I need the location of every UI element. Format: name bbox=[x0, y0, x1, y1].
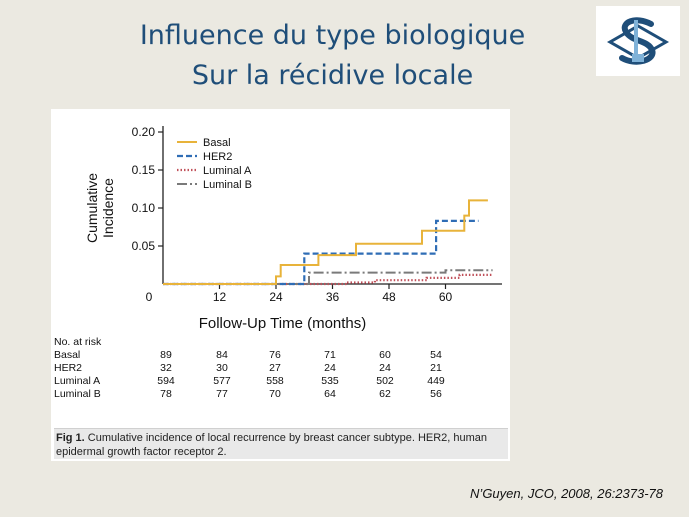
risk-cell: 89 bbox=[160, 349, 172, 361]
legend-label: Basal bbox=[203, 137, 231, 149]
x-tick-label: 0 bbox=[146, 290, 153, 304]
caption-text: Cumulative incidence of local recurrence… bbox=[56, 432, 488, 458]
risk-table: No. at risk Basal 89 84 76 71 60 54 HER2 32 30 27 2… bbox=[54, 336, 494, 401]
institution-logo bbox=[596, 6, 680, 76]
risk-row-label: Luminal B bbox=[54, 388, 101, 400]
risk-row-label: Luminal A bbox=[54, 375, 101, 387]
citation: N’Guyen, JCO, 2008, 26:2373-78 bbox=[470, 486, 663, 501]
x-tick-label: 60 bbox=[439, 290, 453, 304]
risk-cell: 502 bbox=[376, 375, 394, 387]
risk-cell: 21 bbox=[430, 362, 442, 374]
risk-cell: 70 bbox=[269, 388, 281, 400]
risk-cell: 558 bbox=[266, 375, 284, 387]
risk-cell: 62 bbox=[379, 388, 391, 400]
slide-title-line1: Influence du type biologique bbox=[139, 20, 526, 51]
risk-table-row: Basal 89 84 76 71 60 54 bbox=[54, 349, 494, 362]
risk-cell: 24 bbox=[324, 362, 336, 374]
risk-cell: 84 bbox=[216, 349, 228, 361]
risk-row-label: HER2 bbox=[54, 362, 83, 374]
risk-cell: 60 bbox=[379, 349, 391, 361]
series-line-her2 bbox=[163, 219, 479, 286]
figure-caption: Fig 1. Cumulative incidence of local rec… bbox=[54, 428, 508, 459]
legend-label: Luminal B bbox=[203, 179, 252, 191]
risk-cell: 30 bbox=[216, 362, 228, 374]
series-line-basal bbox=[163, 199, 488, 285]
y-tick-label: 0.20 bbox=[132, 125, 156, 139]
risk-table-row: Luminal A 594 577 558 535 502 449 bbox=[54, 375, 494, 388]
legend-label: Luminal A bbox=[203, 165, 252, 177]
risk-cell: 71 bbox=[324, 349, 336, 361]
risk-cell: 78 bbox=[160, 388, 172, 400]
risk-cell: 535 bbox=[321, 375, 339, 387]
incidence-chart: 0.20 0.15 0.10 0.05 0 12 24 36 48 60 Follow-Up Tim… bbox=[84, 125, 502, 332]
risk-cell: 24 bbox=[379, 362, 391, 374]
risk-cell: 77 bbox=[216, 388, 228, 400]
y-tick-label: 0.10 bbox=[132, 201, 156, 215]
y-tick-label: 0.05 bbox=[132, 239, 156, 253]
risk-row-label: Basal bbox=[54, 349, 81, 361]
risk-table-header: No. at risk bbox=[54, 336, 102, 348]
legend-label: HER2 bbox=[203, 151, 232, 163]
risk-cell: 76 bbox=[269, 349, 281, 361]
risk-cell: 27 bbox=[269, 362, 281, 374]
x-axis-label: Follow-Up Time (months) bbox=[199, 315, 367, 332]
risk-cell: 449 bbox=[427, 375, 445, 387]
risk-cell: 54 bbox=[430, 349, 442, 361]
risk-cell: 577 bbox=[213, 375, 231, 387]
risk-cell: 32 bbox=[160, 362, 172, 374]
y-axis-label: CumulativeIncidence bbox=[84, 173, 116, 243]
risk-cell: 56 bbox=[430, 388, 442, 400]
slide-title-line2: Sur la récidive locale bbox=[191, 60, 474, 91]
caption-label: Fig 1. bbox=[56, 432, 85, 444]
risk-cell: 64 bbox=[324, 388, 336, 400]
figure-panel: 0.20 0.15 0.10 0.05 0 12 24 36 48 60 Follow-Up Tim… bbox=[51, 109, 510, 461]
risk-table-row: Luminal B 78 77 70 64 62 56 bbox=[54, 388, 494, 401]
x-tick-label: 24 bbox=[269, 290, 283, 304]
x-tick-label: 12 bbox=[213, 290, 227, 304]
x-tick-label: 36 bbox=[326, 290, 340, 304]
logo-graphic bbox=[606, 17, 670, 65]
x-tick-label: 48 bbox=[382, 290, 396, 304]
series-line-luminal-a bbox=[163, 273, 493, 286]
y-tick-label: 0.15 bbox=[132, 163, 156, 177]
series-line-luminal-b bbox=[163, 269, 493, 285]
risk-cell: 594 bbox=[157, 375, 175, 387]
risk-table-row: HER2 32 30 27 24 24 21 bbox=[54, 362, 494, 375]
